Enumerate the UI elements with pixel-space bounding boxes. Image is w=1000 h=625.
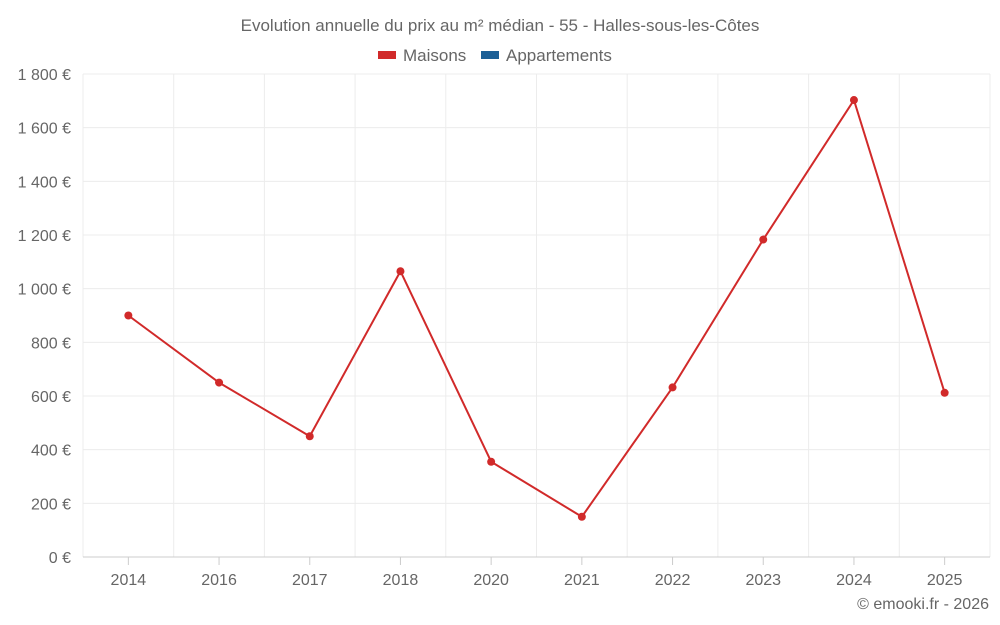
x-tick-label: 2021 [564,572,600,589]
x-tick-label: 2024 [836,572,872,589]
y-tick-label: 1 600 € [18,121,71,138]
x-tick-label: 2016 [201,572,237,589]
x-tick-label: 2018 [383,572,419,589]
data-point [396,267,405,276]
legend-label-maisons: Maisons [403,46,466,65]
y-tick-label: 200 € [31,496,71,513]
legend-swatch-appartements [481,51,499,59]
axes: 0 € 200 € 400 € 600 € 800 € 1 000 € 1 200 € 1 4… [18,67,990,589]
chart-title: Evolution annuelle du prix au m² médian … [241,16,760,35]
data-point [849,96,858,105]
data-point [487,457,496,466]
y-tick-label: 600 € [31,389,71,406]
data-point [577,512,586,521]
y-tick-label: 1 400 € [18,174,71,191]
data-point [124,311,133,320]
x-tick-label: 2023 [745,572,781,589]
legend-swatch-maisons [378,51,396,59]
x-tick-label: 2020 [473,572,509,589]
y-tick-label: 1 200 € [18,228,71,245]
y-tick-label: 0 € [49,550,71,567]
credit-text: © emooki.fr - 2026 [857,596,989,613]
y-tick-label: 1 800 € [18,67,71,84]
data-point [305,432,314,441]
y-tick-label: 1 000 € [18,282,71,299]
data-point [215,378,224,387]
x-tick-label: 2025 [927,572,963,589]
series-line-maisons [127,99,946,518]
data-point [668,383,677,392]
y-tick-label: 800 € [31,335,71,352]
y-tick-label: 400 € [31,443,71,460]
x-tick-label: 2022 [655,572,691,589]
x-tick-label: 2014 [111,572,147,589]
data-point [759,235,768,244]
legend: Maisons Appartements [378,46,612,65]
grid [82,73,991,557]
series-layer [124,96,949,521]
legend-label-appartements: Appartements [506,46,612,65]
x-tick-label: 2017 [292,572,328,589]
data-point [940,388,949,397]
